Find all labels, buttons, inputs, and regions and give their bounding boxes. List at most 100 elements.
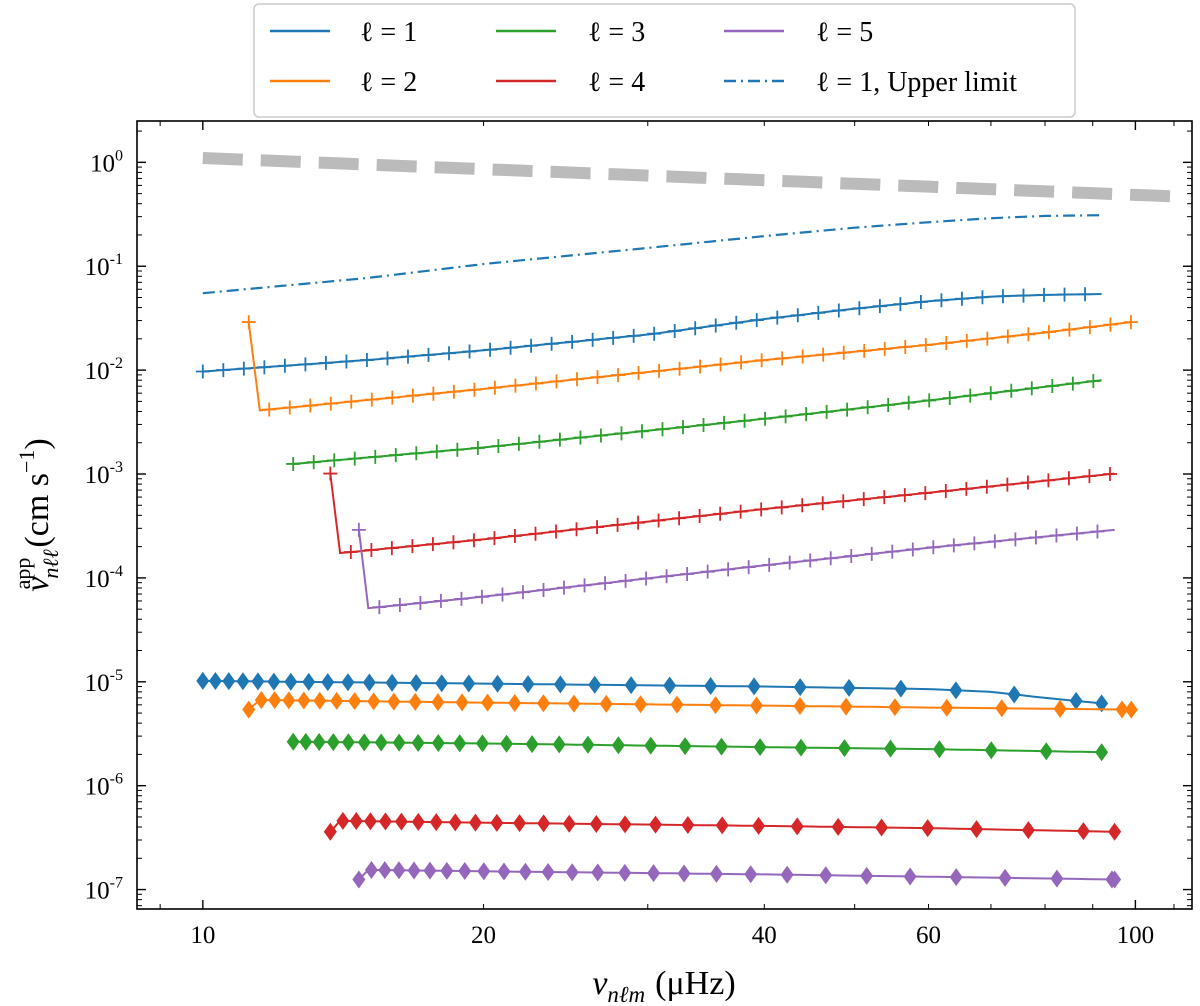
plus-marker	[980, 331, 995, 346]
plus-marker	[573, 430, 588, 445]
diamond-marker	[440, 861, 454, 880]
diamond-marker	[537, 814, 551, 833]
diamond-marker	[481, 693, 495, 712]
diamond-marker	[794, 738, 808, 757]
plus-marker	[836, 345, 851, 360]
diamond-marker	[1124, 700, 1138, 719]
plus-marker	[926, 540, 941, 555]
diamond-marker	[1108, 870, 1122, 889]
diamond-marker	[793, 678, 807, 697]
plus-marker	[737, 413, 752, 428]
plus-marker	[676, 420, 691, 435]
plus-marker	[652, 363, 667, 378]
plus-marker	[659, 569, 674, 584]
diamond-marker	[352, 870, 366, 889]
diamond-marker	[462, 674, 476, 693]
diamond-marker	[458, 862, 472, 881]
plus-marker	[959, 333, 974, 348]
series-l1	[195, 287, 1109, 713]
plus-marker	[934, 293, 949, 308]
plus-marker	[693, 359, 708, 374]
plus-marker	[1078, 287, 1093, 302]
diamond-marker	[242, 700, 256, 719]
plus-marker	[700, 564, 715, 579]
diamond-marker	[475, 734, 489, 753]
diamond-marker	[429, 813, 443, 832]
plus-marker	[421, 347, 436, 362]
plus-marker	[795, 498, 810, 513]
plus-marker	[405, 539, 420, 554]
diamond-marker	[385, 673, 399, 692]
y-tick-label: 10-7	[85, 875, 123, 905]
plus-marker	[1020, 475, 1035, 490]
diamond-markers	[323, 811, 1122, 841]
legend-label: ℓ = 2	[360, 67, 417, 98]
x-tick-label: 60	[916, 922, 941, 949]
plus-marker	[590, 370, 605, 385]
axis-labels: νnℓm (μHz) vnℓℓapp(cm s−1)	[10, 438, 736, 1006]
plus-marker	[569, 522, 584, 537]
plus-marker	[1021, 327, 1036, 342]
plus-marker	[811, 305, 826, 320]
plus-marker	[425, 537, 440, 552]
plus-marker	[749, 313, 764, 328]
x-tick-label: 20	[471, 922, 496, 949]
plus-marker	[400, 349, 415, 364]
plus-marker	[1082, 320, 1097, 335]
plus-marker	[799, 407, 814, 422]
plus-marker	[385, 390, 400, 405]
diamond-marker	[1095, 694, 1109, 713]
plus-marker	[1004, 383, 1019, 398]
plus-marker	[860, 400, 875, 415]
diamond-marker	[921, 819, 935, 838]
diamond-marker	[254, 691, 268, 710]
diamond-marker	[267, 672, 281, 691]
diamond-marker	[995, 699, 1009, 718]
plus-marker	[647, 326, 662, 341]
plus-marker	[893, 297, 908, 312]
diamond-marker	[490, 813, 504, 832]
diamond-marker	[1050, 869, 1064, 888]
diamond-marker	[541, 862, 555, 881]
diamond-marker	[411, 812, 425, 831]
diamond-marker	[903, 867, 917, 886]
plus-series-line	[247, 321, 1132, 412]
diamond-marker	[663, 676, 677, 695]
y-tick-label: 100	[90, 147, 123, 177]
plus-marker	[758, 411, 773, 426]
diamond-marker	[497, 862, 511, 881]
plus-marker	[775, 351, 790, 366]
diamond-marker	[312, 732, 326, 751]
plus-marker	[852, 301, 867, 316]
diamond-marker	[647, 864, 661, 883]
plus-marker	[524, 338, 539, 353]
plus-marker	[433, 593, 448, 608]
plus-marker	[409, 446, 424, 461]
diamond-marker	[521, 675, 535, 694]
plus-marker	[611, 368, 626, 383]
plus-marker	[446, 384, 461, 399]
plus-marker	[741, 560, 756, 575]
plus-marker	[918, 486, 933, 501]
plus-marker	[939, 335, 954, 350]
diamond-marker	[1021, 821, 1035, 840]
plus-marker	[897, 488, 912, 503]
diamond-marker	[477, 862, 491, 881]
plus-marker	[983, 386, 998, 401]
plus-marker	[946, 538, 961, 553]
diamond-markers	[242, 691, 1138, 719]
plus-markers	[351, 522, 1105, 615]
diamond-marker	[715, 816, 729, 835]
plus-marker	[959, 481, 974, 496]
diamond-marker	[362, 673, 376, 692]
plus-marker	[1045, 378, 1060, 393]
diamond-marker	[302, 672, 316, 691]
plus-marker	[277, 358, 292, 373]
diamond-marker	[624, 676, 638, 695]
diamond-marker	[704, 676, 718, 695]
plus-marker	[692, 509, 707, 524]
plus-marker	[487, 380, 502, 395]
plus-marker	[569, 372, 584, 387]
legend-entry-l2: ℓ = 2	[270, 67, 417, 98]
plus-marker	[967, 536, 982, 551]
